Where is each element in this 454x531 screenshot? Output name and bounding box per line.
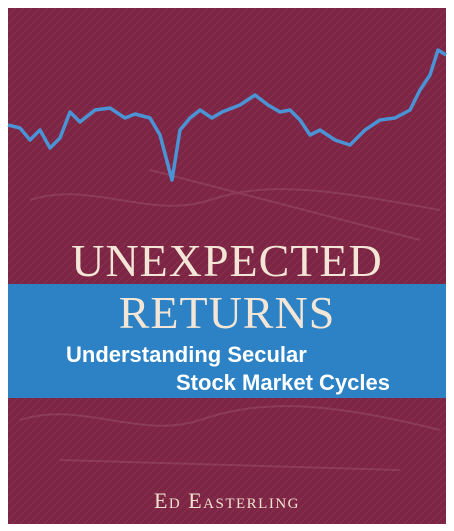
title-line: RETURNS [119, 287, 336, 338]
subtitle-line: Understanding Secular [66, 342, 307, 367]
author: Ed Easterling [154, 488, 300, 513]
subtitle-line: Stock Market Cycles [176, 370, 390, 395]
book-cover: UNEXPECTED RETURNS Understanding Secular… [0, 0, 454, 531]
title-line: UNEXPECTED [71, 235, 383, 286]
